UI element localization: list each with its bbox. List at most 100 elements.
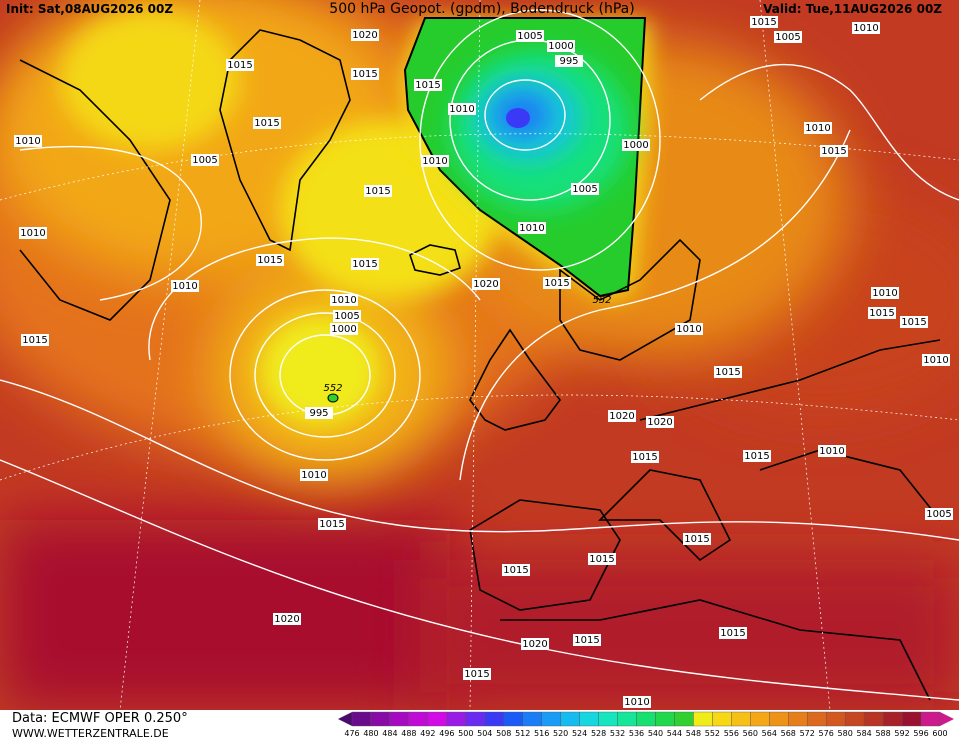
isobar-label: 1015	[254, 118, 279, 129]
colorbar-tick-label: 536	[629, 729, 644, 738]
isobar-label-bg	[256, 254, 284, 266]
isobar-label: 1015	[821, 146, 846, 157]
colorbar-cell	[655, 711, 675, 727]
colorbar-tick-label: 576	[819, 729, 834, 738]
isobar-label-bg	[502, 564, 530, 576]
colorbar-cell	[541, 711, 561, 727]
isobar-label-bg	[900, 316, 928, 328]
isobar-label-bg	[818, 445, 846, 457]
colorbar-tick-label: 480	[363, 729, 378, 738]
site: WWW.WETTERZENTRALE.DE	[12, 727, 169, 740]
isobar-label-bg	[543, 277, 571, 289]
colorbar-cell	[370, 711, 391, 727]
colorbar-tick-label: 568	[781, 729, 796, 738]
colorbar-cell	[617, 711, 637, 727]
isobar-label-bg	[171, 280, 199, 292]
isobar-label: 1020	[274, 614, 299, 625]
isobar-label-bg	[472, 278, 500, 290]
isobar-label-bg	[608, 410, 636, 422]
colorbar-tick-label: 496	[439, 729, 454, 738]
isobar-label: 1010	[172, 281, 197, 292]
colorbar-cell	[465, 711, 485, 727]
isobar-label: 1015	[365, 186, 390, 197]
isobar-label: 1015	[720, 628, 745, 639]
isobar-label: 1015	[715, 367, 740, 378]
isobar-label-bg	[364, 185, 392, 197]
isobar-label: 1020	[609, 411, 634, 422]
isobar-label-bg	[414, 79, 442, 91]
contour-label: 552	[323, 383, 342, 394]
isobar-label: 1005	[517, 31, 542, 42]
isobar-label: 1015	[22, 335, 47, 346]
isobar-label: 1015	[464, 669, 489, 680]
colorbar-cell	[863, 711, 884, 727]
isobar-label: 1010	[872, 288, 897, 299]
colorbar-tick-label: 512	[515, 729, 530, 738]
isobar-label-bg	[820, 145, 848, 157]
colorbar-tick-label: 492	[420, 729, 435, 738]
isobar-label: 1010	[676, 324, 701, 335]
isobar-label: 1015	[227, 60, 252, 71]
isobar-label: 1015	[352, 259, 377, 270]
colorbar-tick-label: 520	[553, 729, 568, 738]
isobar-label-bg	[19, 227, 47, 239]
isobar-label-bg	[573, 634, 601, 646]
colorbar-tick-label: 484	[382, 729, 397, 738]
colorbar-cell	[693, 711, 713, 727]
colorbar-cell	[731, 711, 751, 727]
valid-time: Valid: Tue,11AUG2026 00Z	[763, 2, 942, 16]
map-title: 500 hPa Geopot. (gpdm), Bodendruck (hPa)	[329, 1, 634, 17]
isobar-label-bg	[463, 668, 491, 680]
isobar-label-bg	[555, 55, 583, 67]
isobar-label: 1015	[503, 565, 528, 576]
contour-label: 552	[592, 295, 611, 306]
isobar-label-bg	[922, 354, 950, 366]
isobar-label-bg	[330, 323, 358, 335]
colorbar-tick-label: 548	[686, 729, 701, 738]
isobar-label: 1000	[623, 140, 648, 151]
isobar-label-bg	[714, 366, 742, 378]
isobar-label: 1020	[647, 417, 672, 428]
isobar-label: 1015	[684, 534, 709, 545]
isobar-label-bg	[631, 451, 659, 463]
colorbar-cell	[427, 711, 448, 727]
isobar-label-bg	[14, 135, 42, 147]
colorbar-tick-label: 500	[458, 729, 473, 738]
colorbar-tick-label: 540	[648, 729, 663, 738]
isobar-label-bg	[421, 155, 449, 167]
isobar-label-bg	[518, 222, 546, 234]
colorbar-arrow-low	[338, 712, 352, 726]
isobar-label-bg	[925, 508, 953, 520]
colorbar-cell	[712, 711, 732, 727]
isobar-label: 1005	[192, 155, 217, 166]
isobar-label-bg	[300, 469, 328, 481]
colorbar-cell	[484, 711, 504, 727]
isobar-label-bg	[226, 59, 254, 71]
isobar-label-bg	[273, 613, 301, 625]
isobar-label: 1010	[15, 136, 40, 147]
isobar-label: 1010	[853, 23, 878, 34]
isobar-label-bg	[547, 40, 575, 52]
isobar-label-bg	[774, 31, 802, 43]
isobar-label: 995	[559, 56, 578, 67]
isobar-label: 1010	[819, 446, 844, 457]
colorbar-cell	[807, 711, 827, 727]
colorbar-tick-label: 532	[610, 729, 625, 738]
isobar-label: 1015	[352, 69, 377, 80]
isobar-label: 1015	[869, 308, 894, 319]
colorbar-tick-label: 528	[591, 729, 606, 738]
isobar-label: 1015	[901, 317, 926, 328]
isobar-label: 1005	[926, 509, 951, 520]
isobar-label: 1015	[544, 278, 569, 289]
colorbar-tick-label: 552	[705, 729, 720, 738]
isobar-label-bg	[448, 103, 476, 115]
colorbar-cell	[769, 711, 789, 727]
isobar-label-bg	[622, 139, 650, 151]
coastlines	[19, 29, 941, 701]
isobar-label-bg	[351, 68, 379, 80]
isobar-label-bg	[351, 29, 379, 41]
colorbar-cell	[598, 711, 618, 727]
colorbar-cell	[579, 711, 599, 727]
isobar-label: 1015	[751, 17, 776, 28]
